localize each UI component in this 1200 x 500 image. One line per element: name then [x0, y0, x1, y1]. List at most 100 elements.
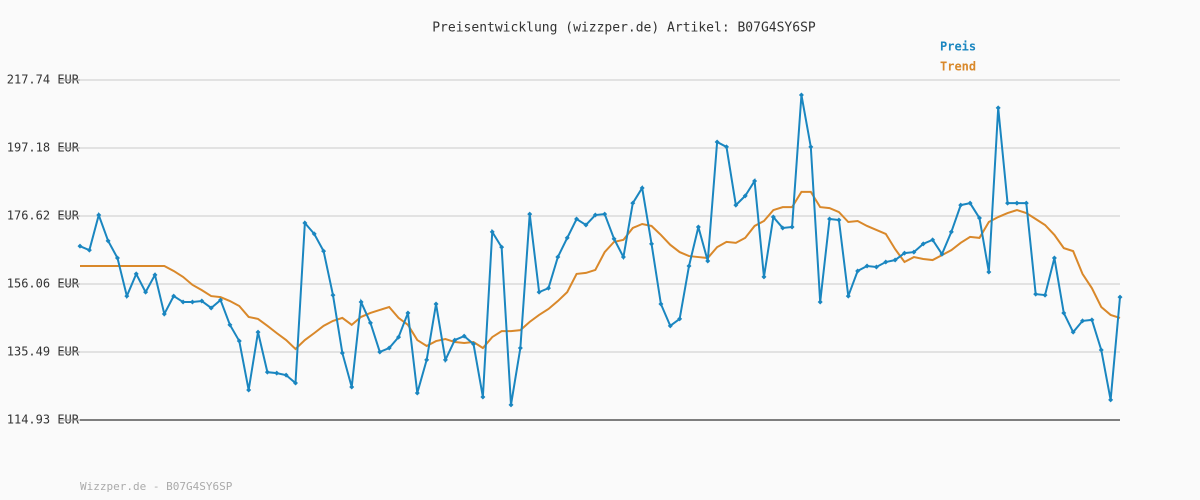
data-point [246, 387, 252, 393]
data-point [817, 299, 823, 305]
data-point [827, 216, 833, 222]
data-point [658, 301, 664, 307]
y-tick-label: 156.06 EUR [7, 276, 80, 290]
data-point [677, 316, 683, 322]
data-point [798, 92, 804, 98]
data-point [920, 241, 926, 247]
data-point [77, 243, 83, 249]
data-point [686, 263, 692, 269]
data-point [1023, 200, 1029, 206]
data-point [264, 369, 270, 375]
data-point [723, 144, 729, 150]
data-point [274, 370, 280, 376]
data-point [1042, 292, 1048, 298]
data-point [461, 333, 467, 339]
data-point [292, 380, 298, 386]
data-point [1080, 318, 1086, 324]
data-point [1014, 200, 1020, 206]
data-point [471, 341, 477, 347]
series-line [80, 190, 1121, 351]
y-tick-label: 217.74 EUR [7, 73, 80, 87]
legend-label: Trend [940, 60, 976, 74]
data-point [452, 337, 458, 343]
data-point [171, 293, 177, 299]
data-point [574, 216, 580, 222]
data-point [948, 229, 954, 235]
data-point [199, 298, 205, 304]
data-point [499, 244, 505, 250]
y-tick-label: 197.18 EUR [7, 140, 80, 154]
data-point [255, 329, 261, 335]
data-point [770, 214, 776, 220]
data-point [714, 139, 720, 145]
data-point [527, 211, 533, 217]
data-point [873, 264, 879, 270]
data-point [1108, 397, 1114, 403]
data-point [808, 144, 814, 150]
data-point [414, 390, 420, 396]
data-point [902, 250, 908, 256]
data-point [283, 372, 289, 378]
data-point [86, 247, 92, 253]
data-point [939, 251, 945, 257]
data-point [1089, 317, 1095, 323]
data-point [545, 285, 551, 291]
data-point [396, 334, 402, 340]
data-point [330, 292, 336, 298]
data-point [480, 394, 486, 400]
data-point [311, 231, 317, 237]
footer: Wizzper.de - B07G4SY6SP [80, 480, 233, 493]
data-point [986, 269, 992, 275]
data-point [864, 263, 870, 269]
data-point [564, 235, 570, 241]
data-point [639, 185, 645, 191]
data-point [424, 357, 430, 363]
data-point [836, 217, 842, 223]
data-point [236, 338, 242, 344]
data-point [649, 241, 655, 247]
data-point [667, 323, 673, 329]
data-point [208, 305, 214, 311]
data-point [883, 259, 889, 265]
data-point [930, 237, 936, 243]
data-point [583, 222, 589, 228]
data-point [958, 202, 964, 208]
data-point [602, 211, 608, 217]
data-point [845, 293, 851, 299]
data-point [1051, 255, 1057, 261]
legend-label: Preis [940, 40, 976, 54]
data-point [377, 349, 383, 355]
data-point [995, 105, 1001, 111]
data-point [611, 236, 617, 242]
data-point [442, 357, 448, 363]
data-point [742, 193, 748, 199]
data-point [433, 301, 439, 307]
data-point [789, 224, 795, 230]
data-point [555, 254, 561, 260]
data-point [630, 200, 636, 206]
data-point [143, 289, 149, 295]
data-point [405, 310, 411, 316]
data-point [339, 350, 345, 356]
data-point [105, 238, 111, 244]
data-point [1033, 291, 1039, 297]
data-point [967, 200, 973, 206]
data-point [536, 289, 542, 295]
data-point [517, 345, 523, 351]
data-point [733, 202, 739, 208]
data-point [761, 274, 767, 280]
data-point [189, 299, 195, 305]
data-point [1070, 329, 1076, 335]
data-point [855, 268, 861, 274]
y-tick-label: 114.93 EUR [7, 413, 80, 427]
data-point [1061, 310, 1067, 316]
data-point [124, 293, 130, 299]
data-point [133, 271, 139, 277]
data-point [1098, 347, 1104, 353]
data-point [367, 320, 373, 326]
data-point [218, 297, 224, 303]
data-point [1117, 294, 1123, 300]
data-point [752, 178, 758, 184]
